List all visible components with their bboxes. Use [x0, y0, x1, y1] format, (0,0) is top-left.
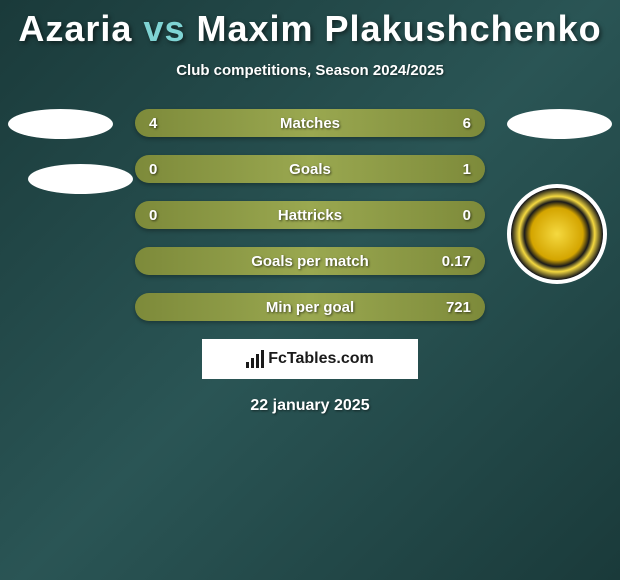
header: Azaria vs Maxim Plakushchenko Club compe… — [0, 0, 620, 79]
date-text: 22 january 2025 — [0, 397, 620, 415]
stat-label: Goals per match — [179, 253, 441, 270]
stat-label: Min per goal — [179, 299, 441, 316]
stat-right: 6 — [441, 115, 471, 132]
page-title: Azaria vs Maxim Plakushchenko — [0, 8, 620, 50]
stat-left: 4 — [149, 115, 179, 132]
player1-name: Azaria — [18, 8, 132, 49]
stat-label: Matches — [179, 115, 441, 132]
stat-left: 0 — [149, 207, 179, 224]
stat-label: Hattricks — [179, 207, 441, 224]
stats-table: 4 Matches 6 0 Goals 1 0 Hattricks 0 Goal… — [135, 109, 485, 321]
vs-text: vs — [143, 8, 185, 49]
stat-right: 721 — [441, 299, 471, 316]
club-badge-icon — [507, 184, 607, 284]
brand-box: FcTables.com — [202, 339, 418, 379]
stat-right: 0 — [441, 207, 471, 224]
right-avatar-group — [507, 109, 612, 284]
brand-text: FcTables.com — [268, 350, 374, 368]
left-avatar-group — [8, 109, 133, 219]
stat-row: 0 Hattricks 0 — [135, 201, 485, 229]
subtitle: Club competitions, Season 2024/2025 — [0, 62, 620, 79]
stat-row: Goals per match 0.17 — [135, 247, 485, 275]
stat-row: Min per goal 721 — [135, 293, 485, 321]
player2-name: Maxim Plakushchenko — [197, 8, 602, 49]
stat-label: Goals — [179, 161, 441, 178]
content: 4 Matches 6 0 Goals 1 0 Hattricks 0 Goal… — [0, 109, 620, 415]
stat-right: 1 — [441, 161, 471, 178]
avatar-placeholder — [8, 109, 113, 139]
club-placeholder — [28, 164, 133, 194]
stat-row: 0 Goals 1 — [135, 155, 485, 183]
stat-right: 0.17 — [441, 253, 471, 270]
stat-row: 4 Matches 6 — [135, 109, 485, 137]
stat-left: 0 — [149, 161, 179, 178]
bar-chart-icon — [246, 350, 264, 368]
avatar-placeholder — [507, 109, 612, 139]
